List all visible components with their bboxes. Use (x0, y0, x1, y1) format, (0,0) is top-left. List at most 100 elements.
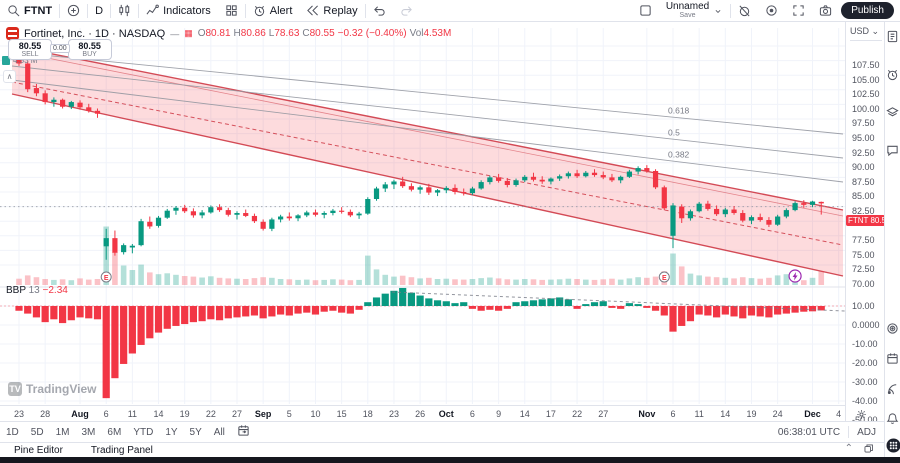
buy-sell-widget: 80.55 SELL 0.00 80.55 BUY (8, 39, 112, 60)
calendar-icon[interactable] (886, 352, 900, 366)
price-scale-label: 100.00 (852, 103, 880, 114)
bbp-scale-label: -40.00 (852, 396, 878, 406)
timeframe-all[interactable]: All (213, 426, 225, 438)
bbp-legend: BBP 13 −2.34 (6, 285, 68, 296)
adj-toggle[interactable]: ADJ (857, 426, 876, 438)
screenshot-button[interactable] (812, 0, 839, 22)
price-chart[interactable]: 0.618 0.5 0.382 E E (0, 28, 845, 411)
timeframe-1m[interactable]: 1M (55, 426, 70, 438)
chevron-down-icon (713, 6, 723, 16)
collapse-panel-button[interactable]: ∧ (3, 70, 16, 83)
time-tick: 10 (310, 409, 321, 419)
time-tick: 23 (13, 409, 25, 419)
indicators-label: Indicators (163, 4, 211, 17)
timeframe-1y[interactable]: 1Y (165, 426, 178, 438)
tab-pine-editor[interactable]: Pine Editor (14, 444, 63, 456)
symbol-title[interactable]: Fortinet, Inc. · 1D · NASDAQ (24, 27, 166, 40)
price-scale-label: 107.50 (852, 60, 880, 70)
snapshot-target-button[interactable] (758, 0, 785, 22)
replay-icon (306, 4, 319, 17)
timeframe-ytd[interactable]: YTD (133, 426, 154, 438)
chat-icon[interactable] (886, 144, 900, 158)
bullseye-icon[interactable] (886, 322, 900, 336)
bbp-scale-label: -10.00 (852, 339, 878, 349)
time-tick: 26 (415, 409, 426, 419)
alarm-icon[interactable] (886, 68, 900, 82)
price-scale-label: 77.50 (852, 235, 875, 246)
compare-add-button[interactable] (60, 0, 87, 22)
grid-icon (225, 4, 238, 17)
symbol-name: FTNT (24, 4, 53, 17)
chart-area[interactable]: 0.618 0.5 0.382 E E Fortinet, Inc. · 1D · NA… (0, 22, 845, 405)
ohlc-values: O80.81 H80.86 L78.63 C80.55 −0.32 (−0.40… (197, 28, 452, 39)
spread-value: 0.00 (50, 44, 70, 53)
time-tick: 9 (496, 409, 502, 419)
layers-icon[interactable] (886, 106, 900, 120)
bottom-toolbar: 1D 5D 1M 3M 6M YTD 1Y 5Y All 06:38:01 UTC ADJ (0, 421, 884, 442)
indicator-templates-button[interactable] (218, 0, 245, 22)
layout-select-checkbox[interactable] (632, 0, 659, 22)
rss-icon[interactable] (886, 382, 900, 396)
bell-icon[interactable] (886, 412, 900, 426)
layout-save-label: Save (679, 11, 696, 19)
replay-button[interactable]: Replay (299, 0, 364, 22)
candles-icon (118, 4, 131, 17)
time-tick: 19 (179, 409, 190, 419)
symbol-search[interactable]: FTNT (0, 0, 59, 22)
time-tick: 11 (694, 409, 704, 419)
price-scale-label: 90.00 (852, 162, 875, 173)
clock[interactable]: 06:38:01 UTC (777, 426, 841, 438)
alert-button[interactable]: Alert (246, 0, 300, 22)
legend-grid-icon[interactable]: ▦ (184, 28, 193, 38)
buy-button[interactable]: 80.55 BUY (67, 39, 112, 60)
indicators-button[interactable]: Indicators (139, 0, 218, 22)
tab-trading-panel[interactable]: Trading Panel (90, 444, 153, 456)
undo-icon (373, 4, 386, 17)
fullscreen-button[interactable] (785, 0, 812, 22)
change-value: −0.32 (−0.40%) (337, 28, 407, 39)
eye-icon[interactable]: — (170, 28, 180, 39)
fullscreen-icon (792, 4, 805, 17)
price-scale[interactable]: USD ⌄ 107.50 105.00 102.50 100.00 97.50 95.00… (845, 22, 890, 425)
price-scale-label: 95.00 (852, 133, 875, 143)
watchlist-icon[interactable] (886, 30, 900, 44)
interval-label: D (95, 4, 104, 17)
price-scale-label: 72.50 (852, 264, 875, 275)
scale-gear-icon[interactable] (856, 409, 867, 422)
time-tick: 6 (670, 409, 676, 419)
redo-button[interactable] (393, 0, 420, 22)
timeframe-1d[interactable]: 1D (6, 426, 19, 438)
interval-button[interactable]: D (88, 0, 110, 22)
timeframe-5y[interactable]: 5Y (189, 426, 202, 438)
fortinet-logo (6, 27, 19, 40)
price-scale-label: 97.50 (852, 118, 875, 129)
time-tick: 18 (362, 409, 373, 419)
layout-menu[interactable]: Unnamed Save (659, 0, 730, 22)
time-tick: Nov (638, 409, 656, 419)
timeframe-6m[interactable]: 6M (107, 426, 122, 438)
undo-button[interactable] (366, 0, 393, 22)
bottom-tabs: Pine Editor Trading Panel ⌃ (0, 442, 884, 457)
timeframe-5d[interactable]: 5D (30, 426, 44, 438)
time-tick: 6 (103, 409, 109, 419)
redo-icon (400, 4, 413, 17)
price-scale-label: 105.00 (852, 74, 880, 85)
replay-label: Replay (323, 4, 358, 17)
time-axis[interactable]: 23 28 Aug 6 11 14 19 22 27 Sep 5 10 15 18 23 26 Oct 6 9 14 1… (0, 405, 845, 421)
svg-text:0.618: 0.618 (668, 106, 690, 116)
restore-panel-icon[interactable] (863, 443, 874, 457)
sell-button[interactable]: 80.55 SELL (8, 39, 52, 60)
time-tick: 4 (836, 409, 842, 419)
chart-style-button[interactable] (111, 0, 138, 22)
price-scale-label: 102.50 (852, 89, 880, 100)
timeframe-3m[interactable]: 3M (81, 426, 96, 438)
currency-dropdown[interactable]: USD ⌄ (850, 26, 882, 41)
alert-label: Alert (269, 4, 293, 17)
goto-date-button[interactable] (231, 424, 256, 440)
indicators-icon (146, 4, 159, 17)
apps-icon[interactable] (886, 438, 900, 453)
publish-button[interactable]: Publish (841, 2, 894, 19)
expand-panel-icon[interactable]: ⌃ (844, 443, 853, 454)
alert-manage-button[interactable] (731, 0, 758, 22)
